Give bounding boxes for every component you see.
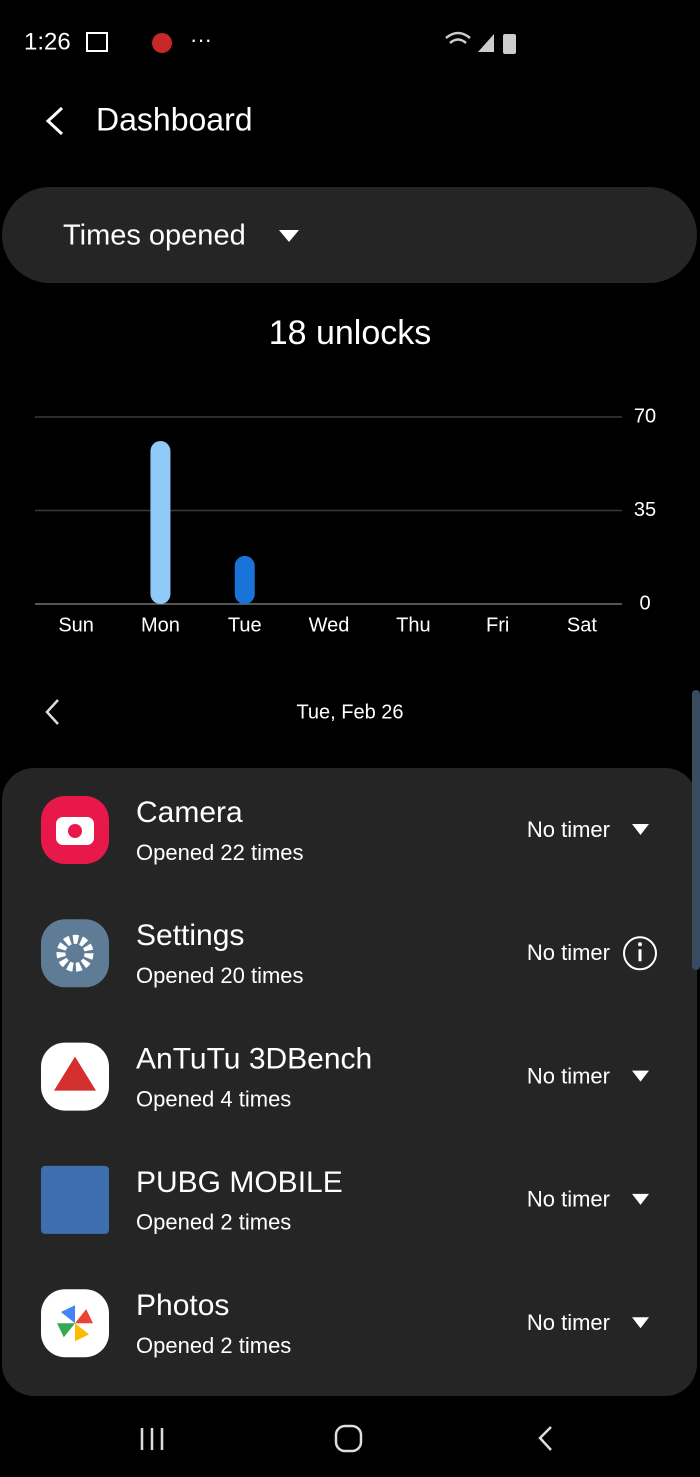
app-icon-glyph xyxy=(54,1056,96,1091)
selector[interactable] xyxy=(2,187,697,283)
y-tick-label: 0 xyxy=(639,592,650,614)
app-detail: Opened 22 times xyxy=(136,840,304,865)
app-icon-glyph xyxy=(75,1323,90,1342)
x-tick-label: Thu xyxy=(396,614,430,636)
app-icon-glyph xyxy=(68,824,82,838)
status-icon xyxy=(86,32,108,52)
app-icon-glyph xyxy=(60,1305,75,1324)
app-detail: Opened 2 times xyxy=(136,1210,291,1235)
x-tick-label: Mon xyxy=(141,614,180,636)
app-timer[interactable]: No timer xyxy=(527,1310,610,1335)
date-label: Tue, Feb 26 xyxy=(296,701,403,723)
back-button[interactable] xyxy=(45,106,64,136)
prev-day-button[interactable] xyxy=(45,699,59,725)
status-more: ··· xyxy=(190,27,212,52)
app-timer[interactable]: No timer xyxy=(527,1063,610,1088)
status-time: 1:26 xyxy=(24,28,71,55)
timer-dropdown[interactable] xyxy=(632,824,649,835)
recents-button[interactable] xyxy=(140,1428,164,1450)
nav-bar xyxy=(140,1424,552,1453)
app-timer[interactable]: No timer xyxy=(527,1187,610,1212)
app-name[interactable]: AnTuTu 3DBench xyxy=(136,1043,372,1076)
app-detail: Opened 20 times xyxy=(136,963,304,988)
y-tick-label: 35 xyxy=(634,499,656,521)
app-icon xyxy=(41,1165,109,1234)
x-tick-label: Tue xyxy=(228,614,262,636)
app-name[interactable]: Settings xyxy=(136,919,244,952)
wifi-icon xyxy=(445,31,471,44)
app-icon-glyph xyxy=(56,934,94,972)
app-name[interactable]: Photos xyxy=(136,1289,229,1322)
selector-label[interactable]: Times opened xyxy=(63,220,246,252)
app-icon-glyph xyxy=(75,1309,93,1324)
timer-dropdown[interactable] xyxy=(632,1317,649,1329)
timer-dropdown[interactable] xyxy=(632,1193,649,1205)
battery-icon xyxy=(503,34,516,54)
status-icon xyxy=(152,33,172,53)
chart-title: 18 unlocks xyxy=(269,314,432,352)
scrollbar xyxy=(692,690,700,970)
info-button[interactable] xyxy=(623,936,657,971)
app-icon-glyph xyxy=(57,1323,75,1338)
app-timer[interactable]: No timer xyxy=(527,940,610,965)
app-timer[interactable]: No timer xyxy=(527,817,610,842)
info-button[interactable] xyxy=(638,949,642,962)
x-tick-label: Wed xyxy=(309,614,350,636)
app-list xyxy=(2,768,697,1396)
app-detail: Opened 2 times xyxy=(136,1333,291,1358)
x-tick-label: Fri xyxy=(486,614,509,636)
info-button[interactable] xyxy=(638,942,642,947)
bar xyxy=(150,441,171,604)
bar xyxy=(234,555,255,604)
timer-dropdown[interactable] xyxy=(632,1070,649,1082)
nav-back-button[interactable] xyxy=(538,1426,552,1451)
x-tick-label: Sat xyxy=(567,614,597,636)
signal-icon xyxy=(478,34,494,52)
y-tick-label: 70 xyxy=(634,405,656,427)
app-detail: Opened 4 times xyxy=(136,1086,291,1111)
dropdown-arrow[interactable] xyxy=(279,230,299,242)
home-button[interactable] xyxy=(334,1424,363,1453)
header-title: Dashboard xyxy=(96,101,253,137)
app-name[interactable]: PUBG MOBILE xyxy=(136,1166,343,1199)
x-tick-label: Sun xyxy=(58,614,94,636)
app-name[interactable]: Camera xyxy=(136,796,243,829)
app-icon xyxy=(41,919,109,988)
